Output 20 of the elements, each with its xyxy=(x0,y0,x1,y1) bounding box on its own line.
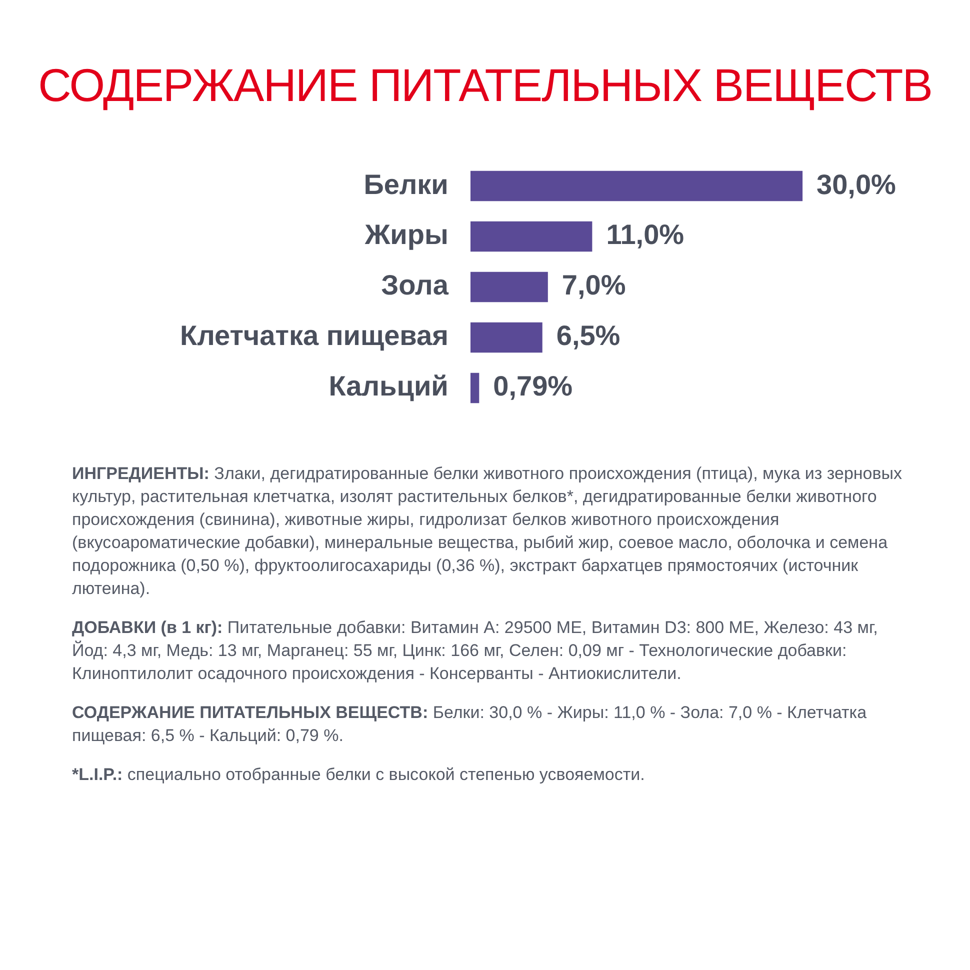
bar xyxy=(470,272,548,302)
chart-title: СОДЕРЖАНИЕ ПИТАТЕЛЬНЫХ ВЕЩЕСТВ xyxy=(37,58,933,113)
y-tick-label: Зола xyxy=(381,270,449,301)
y-tick-label: Клетчатка пищевая xyxy=(180,320,448,352)
y-tick-label: Жиры xyxy=(364,219,448,250)
y-tick-label: Кальций xyxy=(328,370,448,402)
data-label: 30,0% xyxy=(816,168,896,200)
data-label: 0,79% xyxy=(493,370,573,402)
data-label: 7,0% xyxy=(562,270,626,301)
bar xyxy=(470,170,803,202)
y-tick-label: Белки xyxy=(364,168,448,200)
text: *L.I.P.: специально отобранные белки с высокой степенью усвояемости. xyxy=(72,764,646,786)
data-label: 11,0% xyxy=(606,219,684,250)
text: ДОБАВКИ (в 1 кг): Питательные добавки: Витамин A: 29500 МЕ, Витамин D3: 800 МЕ, Железо: 43 мг, Йод: 4,3 мг, Медь: 13 мг, Марганец: 55 мг, Цинк: 166 мг, Селен: 0,09 мг - Технологические добавки: Клиноптилолит осадочного происхождения - Консерванты - Антиокислители. xyxy=(72,617,879,685)
bar xyxy=(470,372,480,404)
bar xyxy=(470,322,542,353)
bar xyxy=(470,221,592,252)
text: ИНГРЕДИЕНТЫ: Злаки, дегидратированные белки животного происхождения (птица), мука из зерновых культур, растительная клетчатка, изолят растительных белков*, дегидратированные белки животного происхождения (свинина), животные жиры, гидролизат белков животного происхождения (вкусоароматические добавки), минеральные вещества, рыбий жир, соевое масло, оболочка и семена подорожника (0,50 %), фруктоолигосахариды (0,36 %), экстракт бархатцев прямостоячих (источник лютеина). xyxy=(72,463,903,600)
text: СОДЕРЖАНИЕ ПИТАТЕЛЬНЫХ ВЕЩЕСТВ: Белки: 30,0 % - Жиры: 11,0 % - Зола: 7,0 % - Клетчатка пищевая: 6,5 % - Кальций: 0,79 %. xyxy=(72,703,867,745)
data-label: 6,5% xyxy=(556,320,620,352)
